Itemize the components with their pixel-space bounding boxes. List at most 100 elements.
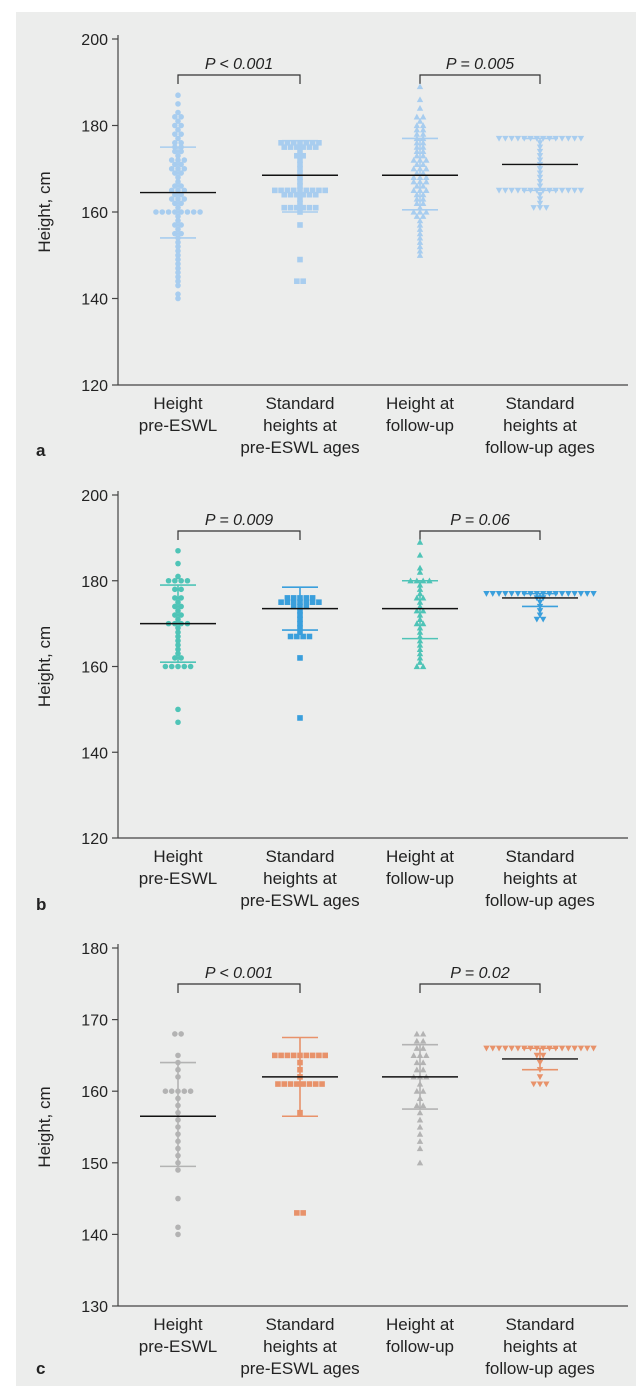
data-point: [508, 187, 515, 194]
series-0: [140, 547, 216, 726]
data-point: [419, 152, 427, 159]
data-point: [175, 282, 181, 289]
data-point: [175, 1195, 181, 1202]
significance-bracket: [177, 983, 301, 993]
data-point: [178, 122, 184, 129]
data-point: [309, 595, 316, 601]
data-point: [495, 187, 503, 194]
data-point: [536, 205, 544, 211]
data-point: [514, 591, 522, 597]
data-point: [197, 209, 203, 215]
data-point: [416, 217, 424, 224]
data-point: [416, 239, 424, 245]
data-point: [178, 577, 184, 584]
data-point: [290, 603, 297, 610]
data-point: [172, 140, 178, 146]
data-point: [514, 135, 522, 142]
data-point: [178, 131, 184, 137]
data-point: [558, 187, 566, 194]
y-tick-label: 160: [81, 660, 108, 677]
data-point: [419, 161, 427, 168]
y-axis-label: Height, cm: [35, 171, 54, 252]
data-point: [178, 230, 184, 237]
series-0: [140, 92, 216, 302]
data-point: [416, 650, 424, 657]
data-point: [294, 1210, 300, 1216]
data-point: [416, 1159, 424, 1166]
data-point: [172, 183, 178, 189]
data-point: [275, 1081, 281, 1087]
data-point: [172, 148, 178, 155]
data-point: [178, 140, 184, 146]
data-point: [181, 1088, 188, 1094]
figure-canvas: 120 140 160 180 200 Height, cm Height pre-ESWL S…: [35, 32, 628, 1378]
data-point: [584, 1045, 591, 1052]
significance-bracket: [177, 530, 301, 540]
y-tick-label: 180: [81, 574, 108, 591]
data-point: [175, 1224, 181, 1231]
series-0: [140, 1031, 216, 1238]
data-point: [577, 1045, 585, 1052]
data-point: [413, 182, 421, 189]
data-point: [416, 105, 424, 111]
data-point: [416, 1109, 424, 1116]
data-point: [502, 1045, 509, 1052]
data-point: [175, 239, 181, 246]
data-point: [419, 139, 427, 146]
data-point: [533, 616, 541, 623]
x-category-label: Height pre-ESWL: [139, 847, 217, 888]
data-point: [514, 187, 522, 194]
data-point: [178, 200, 184, 207]
data-point: [416, 252, 424, 258]
data-point: [175, 291, 181, 297]
data-point: [413, 130, 421, 137]
significance-bracket: [419, 983, 541, 993]
p-value-label: P = 0.009: [205, 512, 273, 529]
y-tick-label: 170: [81, 1013, 108, 1030]
data-point: [172, 1031, 178, 1037]
data-point: [168, 187, 175, 194]
data-point: [536, 192, 544, 198]
data-point: [272, 1052, 278, 1059]
data-point: [416, 221, 424, 228]
data-point: [306, 204, 313, 211]
data-point: [309, 599, 316, 605]
data-point: [416, 247, 424, 254]
data-point: [172, 209, 178, 215]
data-point: [175, 278, 181, 285]
data-point: [483, 591, 490, 597]
data-point: [162, 663, 169, 670]
data-point: [530, 1081, 537, 1088]
data-point: [483, 1045, 490, 1052]
p-value-label: P = 0.005: [446, 56, 514, 73]
data-point: [413, 663, 421, 670]
data-point: [306, 191, 313, 198]
data-point: [172, 612, 178, 618]
data-point: [175, 1052, 181, 1059]
data-point: [168, 1088, 175, 1094]
panel-label: a: [36, 441, 46, 460]
data-point: [175, 706, 181, 713]
data-point: [571, 135, 578, 142]
data-point: [294, 633, 300, 640]
data-point: [316, 599, 322, 605]
data-point: [272, 187, 278, 194]
data-point: [175, 265, 181, 272]
data-point: [536, 1074, 544, 1081]
series-2: [382, 1030, 458, 1166]
data-point: [287, 204, 294, 211]
data-point: [416, 1116, 424, 1123]
data-point: [175, 252, 181, 259]
data-point: [530, 205, 537, 211]
series-3: [495, 135, 585, 211]
data-point: [423, 156, 430, 163]
data-point: [419, 191, 427, 198]
data-point: [571, 187, 578, 194]
data-point: [287, 144, 294, 150]
y-tick-label: 140: [81, 1227, 108, 1244]
data-point: [419, 113, 427, 120]
data-point: [287, 633, 294, 640]
data-point: [181, 165, 188, 172]
data-point: [577, 187, 585, 194]
data-point: [413, 152, 421, 159]
